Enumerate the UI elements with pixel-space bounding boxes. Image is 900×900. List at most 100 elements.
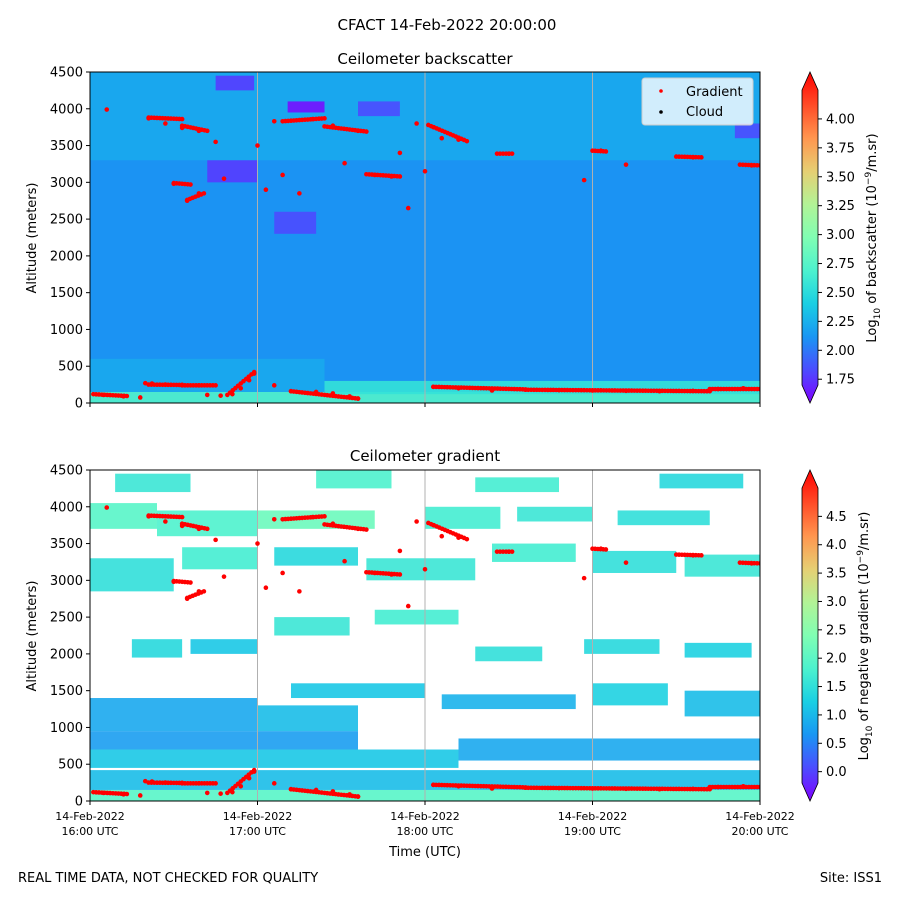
gradient-point	[201, 589, 207, 594]
legend-gradient-marker	[659, 89, 663, 93]
gradient-point	[623, 388, 629, 394]
gradient-point	[422, 567, 428, 572]
gradient-point	[581, 177, 587, 183]
gradient-point	[179, 780, 185, 786]
gradient-point	[188, 580, 193, 585]
heatmap-cell	[274, 211, 317, 234]
gradient-point	[251, 371, 257, 376]
y-tick-label: 4000	[50, 500, 83, 515]
x-tick-date-label: 14-Feb-2022	[390, 810, 459, 823]
gradient-point	[347, 792, 352, 797]
colorbar-tick-label: 1.5	[826, 680, 847, 695]
gradient-point	[218, 393, 223, 398]
gradient-point	[389, 572, 394, 577]
gradient-point	[464, 138, 470, 144]
gradient-point	[657, 786, 662, 792]
gradient-point	[330, 391, 336, 396]
gradient-point	[581, 575, 587, 581]
heatmap-cell	[584, 639, 660, 654]
legend-cloud-marker	[659, 110, 663, 114]
gradient-point	[271, 118, 277, 124]
gradient-point	[506, 151, 512, 156]
heatmap-cell	[287, 101, 325, 113]
gradient-point	[330, 123, 336, 128]
y-tick-label: 1000	[50, 721, 83, 736]
heatmap-cell	[215, 75, 255, 91]
gradient-point	[163, 382, 168, 387]
gradient-point	[715, 386, 721, 392]
colorbar-tick-label: 3.0	[826, 595, 847, 610]
heatmap-cell	[157, 510, 258, 537]
backscatter-colorbar-ticks: 1.75 2.00 2.25 2.50 2.75 3.00 3.25 3.50 3.75 4.00	[818, 112, 855, 388]
gradient-point	[179, 523, 185, 529]
gradient-point	[757, 784, 760, 790]
gradient-point	[101, 392, 106, 398]
x-tick-time-label: 18:00 UTC	[396, 825, 453, 838]
heatmap-cell	[492, 543, 576, 562]
y-tick-label: 3000	[50, 574, 83, 589]
gradient-point	[590, 786, 595, 791]
backscatter-colorbar-bar	[801, 71, 819, 404]
gradient-ylabel: Altitude (meters)	[25, 581, 40, 692]
gradient-point	[163, 519, 168, 524]
colorbar-tick-label: 3.50	[826, 170, 855, 185]
gradient-point	[389, 174, 394, 179]
gradient-point	[322, 514, 327, 519]
gradient-point	[163, 121, 168, 126]
gradient-title: Ceilometer gradient	[350, 447, 500, 465]
y-tick-label: 1500	[50, 286, 83, 301]
colorbar-tick-label: 0.5	[826, 737, 847, 752]
gradient-point	[137, 395, 143, 400]
gradient-point	[623, 786, 629, 792]
gradient-point	[699, 155, 704, 160]
colorbar-tick-label: 4.0	[826, 538, 847, 553]
heatmap-cell	[684, 554, 760, 577]
gradient-point	[347, 394, 352, 399]
gradient-point	[137, 793, 143, 798]
gradient-point	[556, 387, 562, 393]
heatmap-cell	[90, 731, 358, 750]
legend-box	[641, 77, 754, 126]
gradient-point	[163, 780, 168, 785]
gradient-point	[657, 388, 662, 394]
gradient-point	[221, 176, 227, 181]
heatmap-cell	[90, 698, 258, 732]
heatmap-cell	[684, 642, 752, 658]
gradient-point	[603, 547, 609, 552]
gradient-point	[372, 570, 378, 576]
gradient-point	[598, 148, 604, 154]
gradient-point	[263, 187, 269, 192]
gradient-point	[246, 377, 252, 383]
heatmap-cell	[458, 738, 760, 761]
gradient-point	[204, 790, 210, 796]
gradient-point	[280, 172, 285, 178]
gradient-point	[104, 505, 110, 510]
gradient-point	[221, 574, 227, 579]
heatmap-cell	[182, 547, 258, 570]
gradient-point	[149, 779, 155, 784]
gradient-point	[238, 385, 244, 391]
gradient-colorbar-ticks: 0.0 0.5 1.0 1.5 2.0 2.5 3.0 3.5 4.0 4.5	[818, 510, 847, 780]
heatmap-cell	[617, 510, 710, 526]
gradient-point	[142, 380, 148, 386]
gradient-point	[213, 139, 218, 145]
gradient-point	[101, 790, 106, 796]
y-tick-label: 1500	[50, 684, 83, 699]
y-tick-label: 3500	[50, 537, 83, 552]
y-tick-label: 3000	[50, 176, 83, 191]
backscatter-title: Ceilometer backscatter	[337, 50, 513, 68]
gradient-point	[146, 514, 151, 519]
colorbar-tick-label: 1.75	[826, 373, 855, 388]
gradient-point	[149, 381, 155, 386]
heatmap-cell	[475, 477, 559, 493]
y-tick-label: 3500	[50, 139, 83, 154]
gradient-point	[251, 769, 257, 774]
figure-title: CFACT 14-Feb-2022 20:00:00	[338, 16, 557, 34]
gradient-point	[740, 783, 746, 789]
gradient-point	[230, 391, 235, 397]
colorbar-tick-label: 4.00	[826, 112, 855, 127]
colorbar-tick-label: 2.0	[826, 652, 847, 667]
backscatter-gradient-points	[91, 107, 760, 401]
heatmap-cell	[131, 639, 183, 658]
gradient-point	[509, 151, 515, 156]
